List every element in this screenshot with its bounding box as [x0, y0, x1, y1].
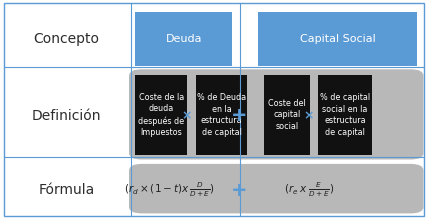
Text: Coste del
capital
social: Coste del capital social — [268, 99, 306, 131]
FancyBboxPatch shape — [135, 12, 232, 66]
Text: ×: × — [304, 109, 314, 122]
Text: Deuda: Deuda — [166, 34, 202, 44]
FancyBboxPatch shape — [258, 12, 417, 66]
FancyBboxPatch shape — [196, 75, 247, 155]
Text: +: + — [231, 181, 248, 200]
Text: % de capital
social en la
estructura
de capital: % de capital social en la estructura de … — [320, 93, 370, 137]
Text: $(r_d \times (1-t)x\,\frac{D}{D+E})$: $(r_d \times (1-t)x\,\frac{D}{D+E})$ — [124, 180, 215, 199]
Text: Concepto: Concepto — [34, 31, 100, 46]
FancyBboxPatch shape — [129, 164, 424, 213]
Text: Coste de la
deuda
después de
Impuestos: Coste de la deuda después de Impuestos — [138, 93, 184, 137]
Text: Fórmula: Fórmula — [39, 183, 95, 197]
Text: Definición: Definición — [32, 108, 101, 123]
Text: ×: × — [181, 109, 191, 122]
Text: % de Deuda
en la
estructura
de capital: % de Deuda en la estructura de capital — [197, 93, 246, 137]
FancyBboxPatch shape — [318, 75, 372, 155]
FancyBboxPatch shape — [264, 75, 310, 155]
Text: $(r_e\;x\;\frac{E}{D+E})$: $(r_e\;x\;\frac{E}{D+E})$ — [284, 180, 335, 199]
FancyBboxPatch shape — [129, 69, 424, 160]
Text: Capital Social: Capital Social — [300, 34, 375, 44]
Text: +: + — [231, 106, 248, 125]
FancyBboxPatch shape — [135, 75, 187, 155]
